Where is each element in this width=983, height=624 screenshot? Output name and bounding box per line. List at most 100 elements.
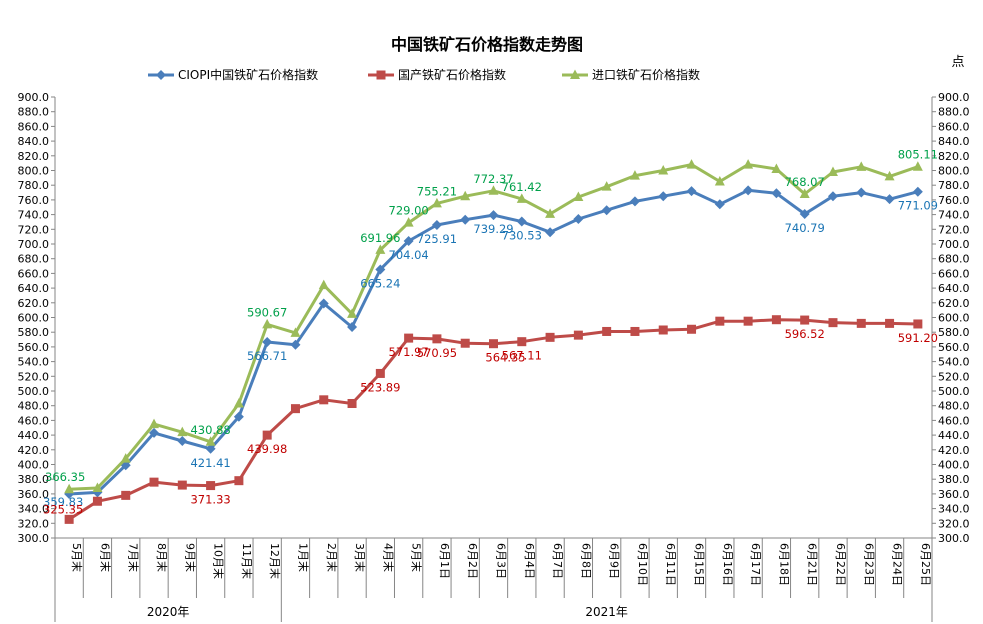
data-label: 725.91	[417, 232, 457, 246]
legend-item-label: 国产铁矿石价格指数	[398, 67, 506, 82]
y-tick-label-right: 480.0	[938, 400, 970, 413]
y-tick-label-left: 800.0	[18, 165, 50, 178]
data-point	[912, 161, 923, 171]
data-point	[828, 318, 838, 328]
data-point	[262, 318, 273, 329]
y-tick-label-left: 700.0	[18, 238, 50, 251]
data-label: 325.35	[43, 502, 83, 516]
data-label: 591.20	[898, 331, 938, 345]
data-point	[912, 186, 923, 197]
x-tick-label: 6月15日	[693, 543, 706, 586]
data-point	[686, 159, 697, 169]
data-label: 730.53	[502, 229, 542, 243]
data-point	[92, 496, 102, 506]
y-tick-label-right: 720.0	[938, 223, 970, 236]
x-tick-label: 6月7日	[551, 543, 564, 579]
data-point	[601, 181, 612, 191]
x-tick-label: 6月22日	[834, 543, 847, 586]
data-point	[799, 188, 810, 198]
y-tick-label-right: 380.0	[938, 473, 970, 486]
x-tick-label: 3月末	[353, 543, 367, 572]
data-label: 704.04	[389, 248, 429, 262]
data-point	[629, 170, 640, 180]
x-tick-label: 5月末	[410, 543, 424, 572]
y-tick-label-left: 420.0	[18, 444, 50, 457]
data-point	[884, 170, 895, 181]
y-tick-label-left: 580.0	[18, 326, 50, 339]
y-tick-label-right: 820.0	[938, 150, 970, 163]
data-point	[92, 482, 103, 493]
data-point	[375, 244, 386, 254]
data-label: 768.07	[785, 175, 825, 189]
y-tick-label-left: 680.0	[18, 253, 50, 266]
y-tick-label-right: 640.0	[938, 282, 970, 295]
data-point	[658, 165, 669, 175]
data-point	[403, 217, 414, 227]
data-label: 740.79	[785, 221, 825, 235]
y-tick-label-left: 660.0	[18, 267, 50, 280]
y-tick-label-right: 560.0	[938, 341, 970, 354]
data-point	[545, 332, 555, 342]
x-tick-label: 10月末	[212, 543, 226, 579]
legend-marker	[376, 70, 386, 80]
data-point	[884, 194, 895, 205]
x-tick-label: 5月末	[70, 543, 84, 572]
y-tick-label-right: 900.0	[938, 91, 970, 104]
y-tick-label-left: 540.0	[18, 356, 50, 369]
data-point	[347, 322, 358, 333]
data-point	[403, 236, 414, 247]
data-point	[431, 197, 442, 208]
data-point	[149, 427, 160, 438]
x-tick-label: 2月末	[325, 543, 339, 572]
x-tick-label: 6月1日	[438, 543, 451, 579]
series-line-1	[68, 318, 918, 521]
data-point	[290, 327, 301, 337]
y-tick-label-left: 900.0	[18, 91, 50, 104]
data-point	[743, 185, 754, 196]
y-tick-label-right: 360.0	[938, 488, 970, 501]
data-point	[489, 339, 498, 349]
data-point	[913, 319, 923, 329]
x-tick-label: 4月末	[381, 543, 395, 572]
y-tick-label-right: 860.0	[938, 120, 970, 133]
x-tick-label: 6月末	[98, 543, 112, 572]
y-tick-label-left: 600.0	[18, 312, 50, 325]
data-label: 570.95	[417, 346, 457, 360]
y-tick-label-right: 500.0	[938, 385, 970, 398]
data-point	[205, 436, 216, 446]
y-tick-label-left: 300.0	[18, 532, 50, 545]
y-tick-label-right: 580.0	[938, 326, 970, 339]
data-label: 590.67	[247, 305, 287, 319]
chart-title: 中国铁矿石价格指数走势图	[391, 35, 583, 54]
x-tick-label: 8月末	[155, 543, 169, 572]
x-tick-label: 6月9日	[608, 543, 621, 579]
data-point	[290, 404, 300, 414]
data-point	[856, 187, 867, 198]
x-tick-label: 6月4日	[523, 543, 536, 579]
unit-label: 点	[951, 55, 964, 70]
y-tick-label-left: 760.0	[18, 194, 50, 207]
y-tick-label-right: 620.0	[938, 297, 970, 310]
data-point	[404, 333, 414, 343]
x-tick-label: 6月11日	[664, 543, 677, 586]
data-label: 755.21	[417, 184, 457, 198]
data-point	[601, 205, 612, 216]
data-point	[177, 426, 188, 437]
data-point	[517, 337, 527, 347]
x-tick-label: 6月24日	[891, 543, 904, 586]
y-tick-label-left: 780.0	[18, 179, 50, 192]
y-tick-label-left: 520.0	[18, 370, 50, 383]
legend-marker	[570, 69, 580, 79]
data-point	[715, 316, 725, 326]
y-tick-label-left: 740.0	[18, 209, 50, 222]
data-label: 566.71	[247, 349, 287, 363]
x-tick-label: 6月10日	[636, 543, 649, 586]
data-point	[460, 214, 471, 225]
data-point	[516, 193, 527, 203]
y-tick-label-left: 360.0	[18, 488, 50, 501]
data-point	[431, 219, 442, 230]
data-label: 805.11	[898, 148, 938, 162]
y-tick-label-right: 800.0	[938, 165, 970, 178]
y-tick-label-left: 440.0	[18, 429, 50, 442]
